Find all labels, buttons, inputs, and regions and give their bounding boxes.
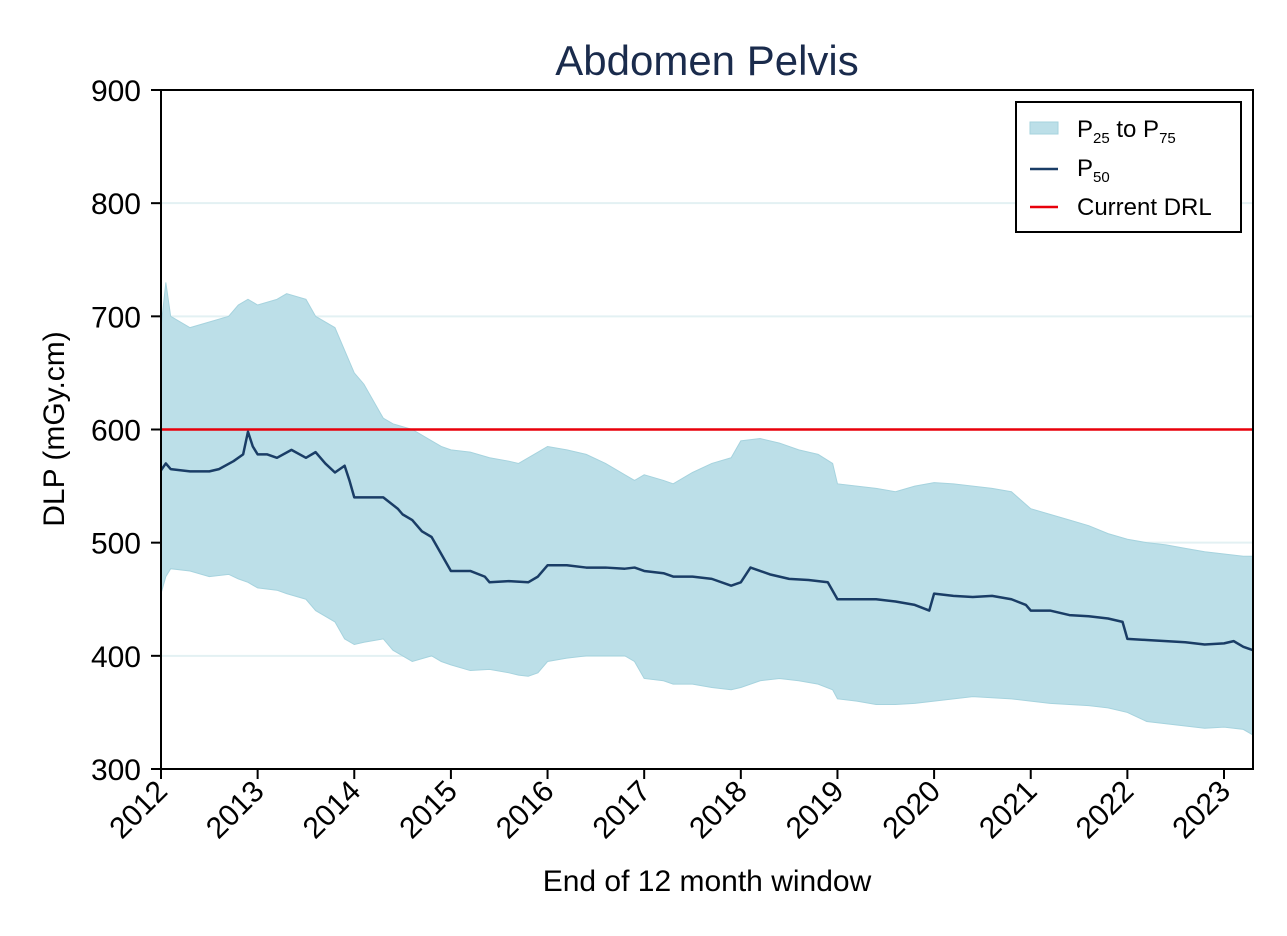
legend-label-drl: Current DRL	[1077, 194, 1212, 221]
p50-median-line	[159, 430, 1254, 652]
legend-label-band: P25 to P75	[1077, 116, 1176, 147]
y-tick-label-300: 300	[91, 754, 141, 787]
y-axis-label: DLP (mGy.cm)	[38, 331, 71, 527]
plot-area	[159, 89, 1254, 770]
y-tick-label-700: 700	[91, 301, 141, 334]
legend-swatch-band	[1029, 121, 1059, 135]
y-axis: 300 400 500 600 700 800 900	[91, 75, 161, 787]
y-tick-label-600: 600	[91, 415, 141, 448]
y-tick-label-500: 500	[91, 528, 141, 561]
y-tick-label-400: 400	[91, 641, 141, 674]
legend-label-median: P50	[1077, 155, 1110, 186]
legend: P25 to P75 P50 Current DRL	[1015, 101, 1242, 233]
y-tick-label-800: 800	[91, 188, 141, 221]
x-axis-label: End of 12 month window	[543, 865, 872, 898]
chart-title: Abdomen Pelvis	[555, 37, 859, 84]
y-tick-label-900: 900	[91, 75, 141, 108]
